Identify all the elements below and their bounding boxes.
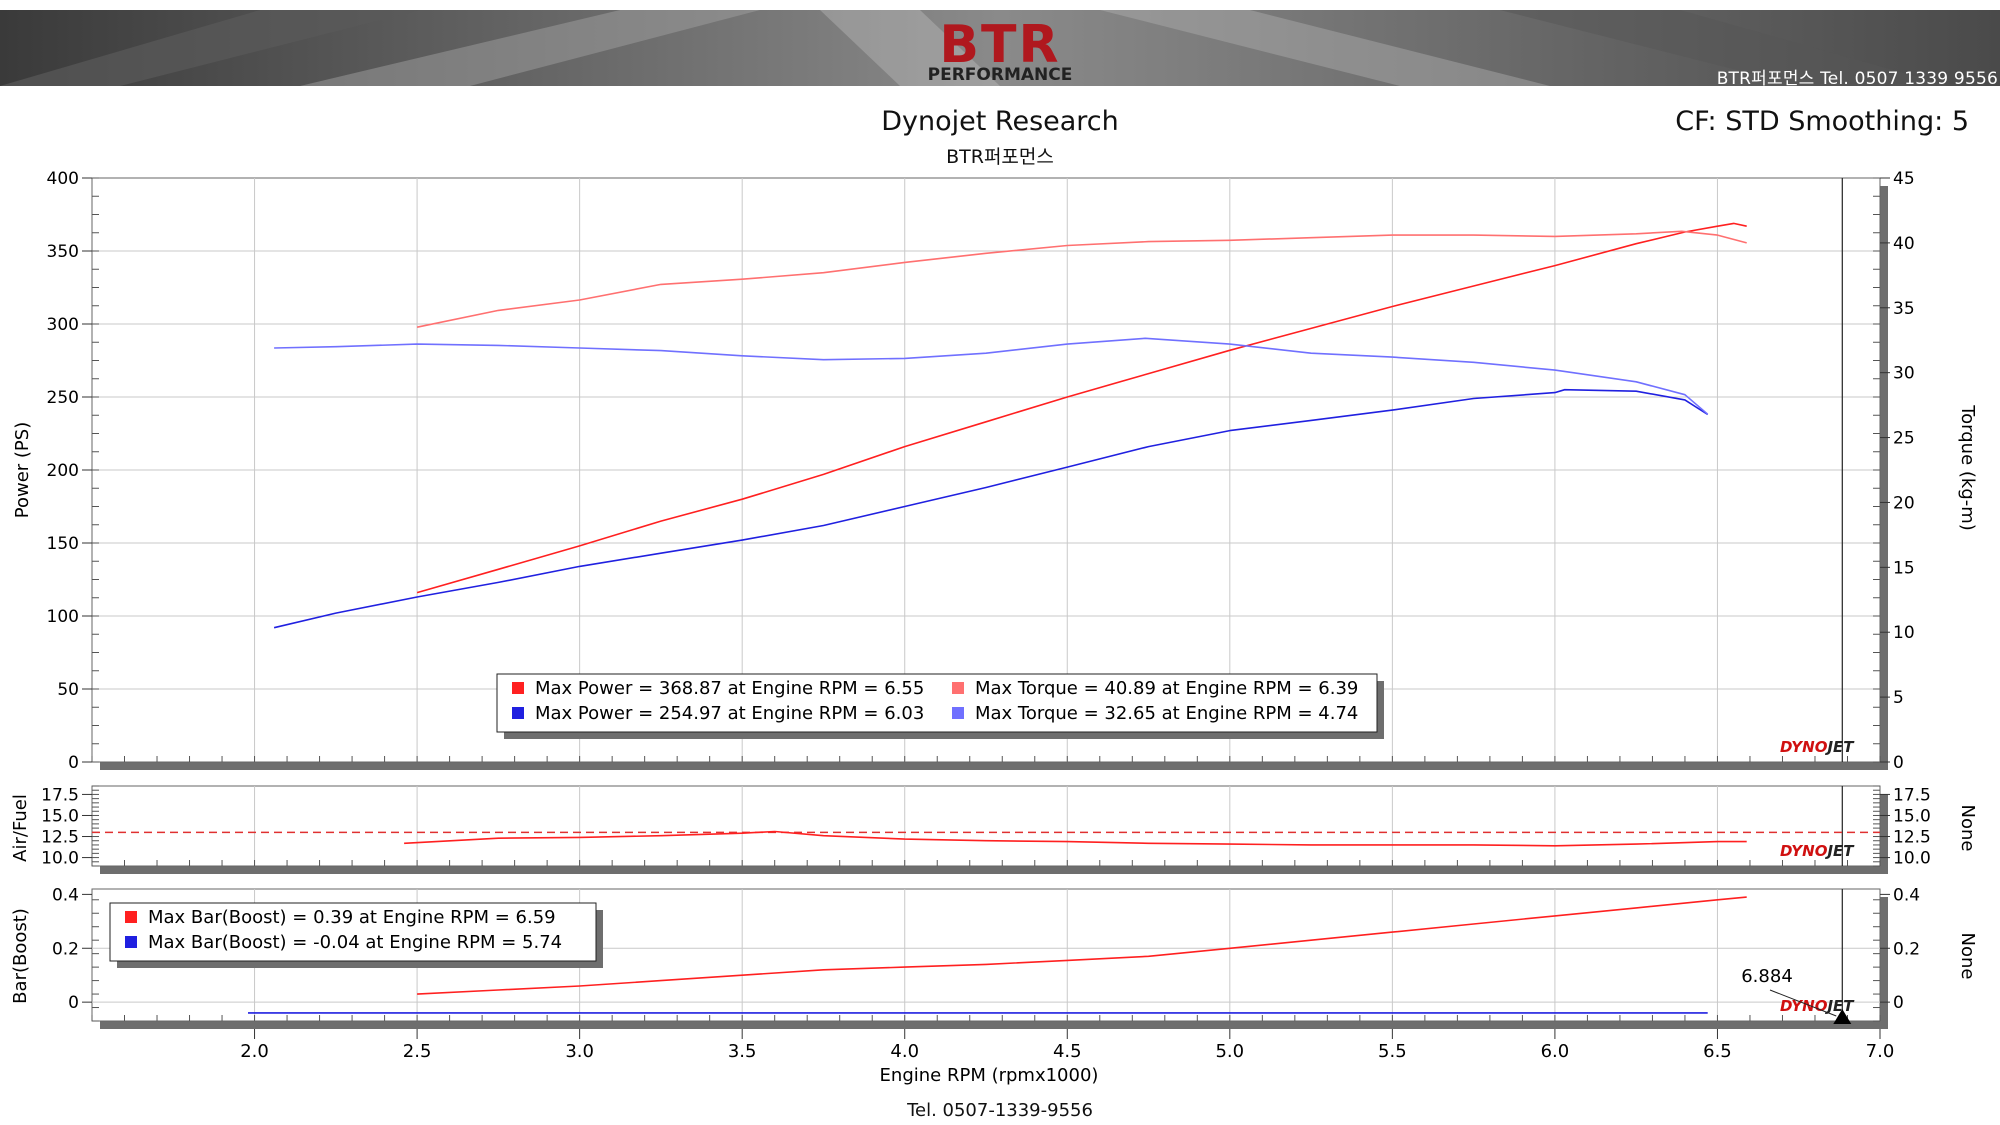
- y2-tick-label: 12.5: [1893, 828, 1931, 848]
- y-tick-label: 350: [47, 242, 79, 262]
- cursor-leader-line: [1769, 989, 1837, 1017]
- y-tick-label: 0: [68, 753, 79, 773]
- series-line-4: [274, 337, 1709, 415]
- x-tick-label: 3.0: [565, 1041, 594, 1062]
- dynojet-logo: DYNOJET: [1780, 738, 1855, 756]
- y2-axis-label-boost: None: [1957, 933, 1978, 980]
- legend-swatch: [125, 911, 137, 923]
- series-line-3: [273, 388, 1709, 629]
- x-tick-label: 6.0: [1541, 1041, 1570, 1062]
- svg-text:PERFORMANCE: PERFORMANCE: [928, 65, 1073, 85]
- x-axis-label: Engine RPM (rpmx1000): [880, 1065, 1099, 1086]
- power-legend: [496, 673, 1378, 733]
- airfuel-panel-shadow-right: [1880, 794, 1888, 874]
- dynojet-logo: DYNOJET: [1780, 842, 1855, 860]
- y-tick-label: 300: [47, 315, 79, 335]
- y2-tick-label: 15: [1893, 558, 1915, 578]
- y2-tick-label: 10.0: [1893, 849, 1931, 869]
- y2-tick-label: 45: [1893, 169, 1915, 189]
- y-axis-label-airfuel: Air/Fuel: [10, 794, 31, 862]
- y2-tick-label: 0.2: [1893, 939, 1920, 959]
- cursor-rpm-label: 6.884: [1741, 966, 1793, 987]
- y-axis-label-power: Power (PS): [12, 422, 33, 518]
- y-tick-label: 200: [47, 461, 79, 481]
- y-tick-label: 15.0: [41, 806, 79, 826]
- x-tick-label: 4.0: [890, 1041, 919, 1062]
- y-tick-label: 50: [57, 680, 79, 700]
- legend-entry: Max Torque = 40.89 at Engine RPM = 6.39: [975, 678, 1358, 699]
- x-tick-label: 7.0: [1866, 1041, 1895, 1062]
- x-tick-label: 4.5: [1053, 1041, 1082, 1062]
- y-tick-label: 0.4: [52, 885, 79, 905]
- boost-panel-shadow: [100, 1021, 1888, 1029]
- chart-subtitle: BTR퍼포먼스: [946, 146, 1054, 168]
- cursor-arrow-icon: [1833, 1009, 1852, 1024]
- y2-tick-label: 35: [1893, 299, 1915, 319]
- legend-swatch: [512, 707, 524, 719]
- y-tick-label: 250: [47, 388, 79, 408]
- btr-logo: BTR PERFORMANCE: [928, 15, 1073, 85]
- y2-tick-label: 10: [1893, 623, 1915, 643]
- series-line-1: [416, 222, 1747, 594]
- y-tick-label: 100: [47, 607, 79, 627]
- y-axis-label-torque: Torque (kg-m): [1957, 404, 1978, 531]
- legend-entry: Max Power = 368.87 at Engine RPM = 6.55: [535, 678, 924, 699]
- x-tick-label: 3.5: [728, 1041, 757, 1062]
- y-tick-label: 0: [68, 993, 79, 1013]
- y2-tick-label: 15.0: [1893, 806, 1931, 826]
- svg-text:BTR: BTR: [939, 15, 1060, 75]
- chart-title: Dynojet Research: [881, 106, 1119, 137]
- cf-smoothing-info: CF: STD Smoothing: 5: [1675, 106, 1969, 137]
- y2-tick-label: 0: [1893, 753, 1904, 773]
- legend-entry: Max Bar(Boost) = -0.04 at Engine RPM = 5…: [148, 932, 562, 953]
- y2-tick-label: 25: [1893, 429, 1915, 449]
- y-tick-label: 400: [47, 169, 79, 189]
- dynojet-logo: DYNOJET: [1780, 997, 1855, 1015]
- power-panel-shadow-right: [1880, 186, 1888, 770]
- x-tick-label: 2.5: [403, 1041, 432, 1062]
- y2-tick-label: 17.5: [1893, 785, 1931, 805]
- y-axis-label-boost: Bar(Boost): [10, 908, 31, 1004]
- footer-tel: Tel. 0507-1339-9556: [907, 1100, 1093, 1121]
- series-line-2: [416, 230, 1747, 328]
- legend-swatch: [952, 682, 964, 694]
- y-tick-label: 12.5: [41, 828, 79, 848]
- x-tick-label: 6.5: [1703, 1041, 1732, 1062]
- y-tick-label: 17.5: [41, 785, 79, 805]
- boost-panel-shadow-right: [1880, 897, 1888, 1029]
- y2-tick-label: 40: [1893, 234, 1915, 254]
- legend-entry: Max Power = 254.97 at Engine RPM = 6.03: [535, 703, 924, 724]
- y-tick-label: 10.0: [41, 849, 79, 869]
- y-tick-label: 150: [47, 534, 79, 554]
- y2-tick-label: 30: [1893, 364, 1915, 384]
- banner-phone: BTR퍼포먼스 Tel. 0507 1339 9556: [1716, 69, 1998, 89]
- legend-swatch: [512, 682, 524, 694]
- y2-tick-label: 20: [1893, 493, 1915, 513]
- legend-swatch: [125, 936, 137, 948]
- x-tick-label: 5.5: [1378, 1041, 1407, 1062]
- afr-series-line: [404, 830, 1747, 847]
- y-tick-label: 0.2: [52, 939, 79, 959]
- legend-entry: Max Bar(Boost) = 0.39 at Engine RPM = 6.…: [148, 907, 556, 928]
- header-banner: BTR PERFORMANCE: [0, 10, 2000, 86]
- power-panel-shadow: [100, 762, 1888, 770]
- airfuel-panel-shadow: [100, 866, 1888, 874]
- y2-tick-label: 0: [1893, 993, 1904, 1013]
- x-tick-label: 2.0: [240, 1041, 269, 1062]
- airfuel-panel-plot-area: [91, 785, 1881, 867]
- y2-tick-label: 5: [1893, 688, 1904, 708]
- boost-series-line-1: [417, 896, 1747, 995]
- y2-tick-label: 0.4: [1893, 885, 1920, 905]
- x-tick-label: 5.0: [1215, 1041, 1244, 1062]
- y2-axis-label-airfuel: None: [1957, 805, 1978, 852]
- boost-legend: [109, 902, 597, 962]
- legend-swatch: [952, 707, 964, 719]
- legend-entry: Max Torque = 32.65 at Engine RPM = 4.74: [975, 703, 1358, 724]
